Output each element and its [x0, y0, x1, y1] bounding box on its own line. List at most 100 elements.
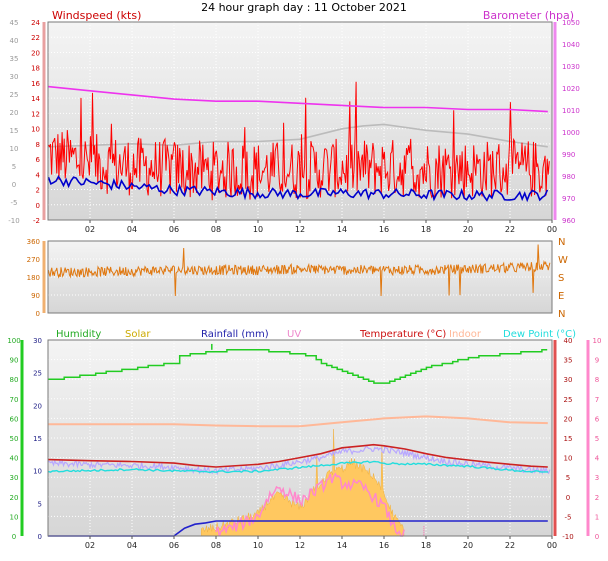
chart-title: 24 hour graph day : 11 October 2021	[201, 1, 407, 14]
wind-outer-left-tick-label: 10	[10, 145, 19, 153]
dewpoint-series-line	[48, 460, 549, 474]
temp-right-tick-label: 25	[564, 396, 573, 404]
wind-left-tick-label: 12	[31, 110, 40, 118]
wind-direction-series-line	[47, 244, 551, 297]
temp-x-tick-label: 16	[379, 541, 389, 550]
temp-outer-right-tick-label: 9	[595, 357, 599, 365]
wind-left-tick-label: 6	[36, 156, 41, 164]
wind-outer-left-tick-label: 45	[10, 19, 19, 27]
temp-x-tick-label: 10	[253, 541, 263, 550]
temp-right-tick-label: 35	[564, 357, 573, 365]
wind-outer-left-tick-label: -10	[8, 217, 19, 225]
temp-right-tick-label: 0	[566, 494, 570, 502]
windspeed-series-line	[47, 81, 550, 201]
temp-x-tick-label: 20	[463, 541, 473, 550]
wind-x-tick-label: 02	[85, 225, 95, 234]
temp-outer-right-tick-label: 1	[595, 513, 599, 521]
wind-left-tick-label: 0	[36, 202, 40, 210]
temp-x-tick-label: 02	[85, 541, 95, 550]
temp-left-tick-label: 5	[38, 500, 42, 508]
dir-left-tick-label: 0	[36, 310, 40, 318]
wind-outer-left-tick-label: 20	[10, 109, 19, 117]
wind-x-tick-label: 06	[169, 225, 179, 234]
temp-left-tick-label: 30	[33, 337, 42, 345]
wind-outer-left-tick-label: 30	[10, 73, 19, 81]
temp-outer-right-tick-label: 8	[595, 376, 599, 384]
humidity-series-line	[48, 349, 548, 384]
wind-outer-left-tick-label: 15	[10, 127, 19, 135]
wind-x-tick-label: 00	[547, 225, 557, 234]
wind-outer-left-tick-label: 0	[12, 181, 16, 189]
wind-right-tick-label: 1040	[562, 41, 580, 49]
dir-compass-label: N	[558, 309, 565, 320]
temp-left-tick-label: 10	[33, 468, 42, 476]
temp-right-tick-label: -5	[565, 513, 572, 521]
wind-right-tick-label: 980	[562, 173, 575, 181]
temp-outer-left-tick-label: 30	[10, 474, 19, 482]
temp-outer-right-tick-label: 0	[595, 533, 599, 541]
wind-left-tick-label: 18	[31, 65, 40, 73]
wind-x-tick-label: 18	[421, 225, 431, 234]
wind-left-tick-label: 22	[31, 34, 40, 42]
wind-outer-left-tick-label: 5	[12, 163, 16, 171]
wind-x-tick-label: 10	[253, 225, 263, 234]
temp-outer-right-tick-label: 10	[593, 337, 602, 345]
wind-left-tick-label: 14	[31, 95, 40, 103]
temp-outer-left-tick-label: 40	[10, 455, 19, 463]
dir-left-tick-label: 360	[27, 238, 40, 246]
temp-x-tick-label: 00	[547, 541, 557, 550]
legend-entry-3: UV	[287, 329, 301, 340]
wind-left-tick-label: 2	[36, 187, 40, 195]
temp-outer-left-tick-label: 60	[10, 415, 19, 423]
temp-right-tick-label: 40	[564, 337, 573, 345]
legend-entry-0: Humidity	[56, 329, 101, 340]
dir-compass-label: N	[558, 237, 565, 248]
wind-x-tick-label: 04	[127, 225, 137, 234]
temp-right-tick-label: 20	[564, 415, 573, 423]
dir-compass-label: S	[558, 273, 564, 284]
dir-left-tick-label: 180	[27, 274, 40, 282]
temp-outer-left-tick-label: 10	[10, 513, 19, 521]
wind-left-tick-label: 16	[31, 80, 40, 88]
wind-outer-left-tick-label: -5	[11, 199, 18, 207]
legend-entry-5: Indoor	[449, 329, 482, 340]
temp-right-tick-label: -10	[562, 533, 573, 541]
temp-x-tick-label: 12	[295, 541, 305, 550]
indoor-series-line	[48, 415, 548, 428]
wind-left-tick-label: -2	[33, 217, 40, 225]
wind-right-tick-label: 1050	[562, 19, 580, 27]
barometer-axis-title: Barometer (hpa)	[483, 9, 574, 22]
temp-outer-right-tick-label: 4	[595, 455, 600, 463]
legend-entry-2: Rainfall (mm)	[201, 329, 269, 340]
temp-outer-left-tick-label: 0	[12, 533, 16, 541]
wind-x-tick-label: 12	[295, 225, 305, 234]
temp-x-tick-label: 06	[169, 541, 179, 550]
temp-outer-right-tick-label: 2	[595, 494, 599, 502]
legend-entry-6: Dew Point (°C)	[503, 329, 576, 340]
wind-right-tick-label: 1020	[562, 85, 580, 93]
temp-x-tick-label: 18	[421, 541, 431, 550]
uv-series-line	[215, 472, 405, 537]
wind-x-tick-label: 20	[463, 225, 473, 234]
average-wind-series-line	[47, 175, 549, 203]
dir-compass-label: W	[558, 255, 568, 266]
wind-left-tick-label: 4	[36, 171, 41, 179]
temp-outer-left-tick-label: 70	[10, 396, 19, 404]
temp-outer-left-tick-label: 50	[10, 435, 19, 443]
temp-x-tick-label: 04	[127, 541, 137, 550]
wind-x-tick-label: 22	[505, 225, 515, 234]
temp-outer-right-tick-label: 7	[595, 396, 599, 404]
wind-x-tick-label: 14	[337, 225, 347, 234]
temp-right-tick-label: 30	[564, 376, 573, 384]
temp-left-tick-label: 20	[33, 402, 42, 410]
temp-outer-left-tick-label: 20	[10, 494, 19, 502]
temp-right-tick-label: 15	[564, 435, 573, 443]
wind-right-tick-label: 990	[562, 151, 575, 159]
temp-left-tick-label: 15	[33, 435, 42, 443]
temp-outer-left-tick-label: 100	[7, 337, 20, 345]
wind-x-tick-label: 16	[379, 225, 389, 234]
wind-outer-left-tick-label: 40	[10, 37, 19, 45]
temp-right-tick-label: 10	[564, 455, 573, 463]
